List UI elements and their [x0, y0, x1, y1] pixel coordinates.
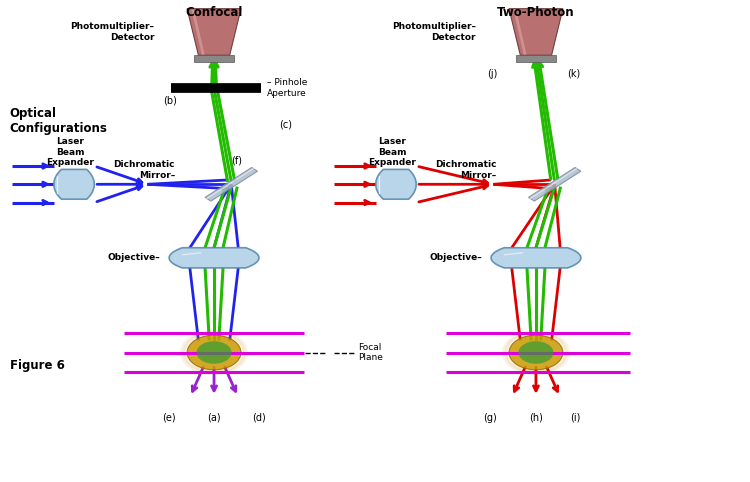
Text: Dichromatic
Mirror–: Dichromatic Mirror– — [435, 160, 496, 180]
Polygon shape — [54, 169, 94, 199]
Polygon shape — [509, 9, 563, 55]
Polygon shape — [187, 9, 241, 55]
Text: Laser
Beam
Expander: Laser Beam Expander — [368, 137, 416, 167]
Text: Photomultiplier–
Detector: Photomultiplier– Detector — [70, 22, 154, 41]
Text: (a): (a) — [207, 413, 220, 423]
Text: (e): (e) — [162, 413, 176, 423]
Text: Objective–: Objective– — [429, 254, 482, 262]
Polygon shape — [491, 248, 580, 268]
Text: (d): (d) — [252, 413, 266, 423]
Text: Figure 6: Figure 6 — [10, 360, 64, 373]
Bar — [516, 55, 556, 62]
Circle shape — [187, 335, 241, 370]
Text: (b): (b) — [163, 95, 177, 105]
Text: Two-Photon: Two-Photon — [497, 6, 574, 19]
Polygon shape — [529, 167, 580, 201]
Text: Confocal: Confocal — [185, 6, 243, 19]
Circle shape — [509, 335, 563, 370]
Text: Photomultiplier–
Detector: Photomultiplier– Detector — [392, 22, 476, 41]
Bar — [194, 55, 234, 62]
Text: (i): (i) — [570, 413, 580, 423]
Text: – Pinhole
Aperture: – Pinhole Aperture — [267, 79, 308, 98]
Text: Objective–: Objective– — [107, 254, 160, 262]
Text: (j): (j) — [488, 69, 498, 79]
Text: (f): (f) — [231, 155, 242, 165]
Polygon shape — [205, 167, 257, 201]
Text: (k): (k) — [567, 69, 580, 79]
Circle shape — [196, 341, 232, 364]
Text: (h): (h) — [529, 413, 543, 423]
Text: (c): (c) — [279, 120, 292, 130]
Text: Dichromatic
Mirror–: Dichromatic Mirror– — [113, 160, 175, 180]
Text: Focal
Plane: Focal Plane — [358, 343, 383, 362]
Circle shape — [518, 341, 554, 364]
Text: Optical
Configurations: Optical Configurations — [10, 107, 107, 135]
Polygon shape — [170, 248, 259, 268]
Polygon shape — [376, 169, 416, 199]
Text: Laser
Beam
Expander: Laser Beam Expander — [46, 137, 94, 167]
Text: (g): (g) — [483, 413, 496, 423]
